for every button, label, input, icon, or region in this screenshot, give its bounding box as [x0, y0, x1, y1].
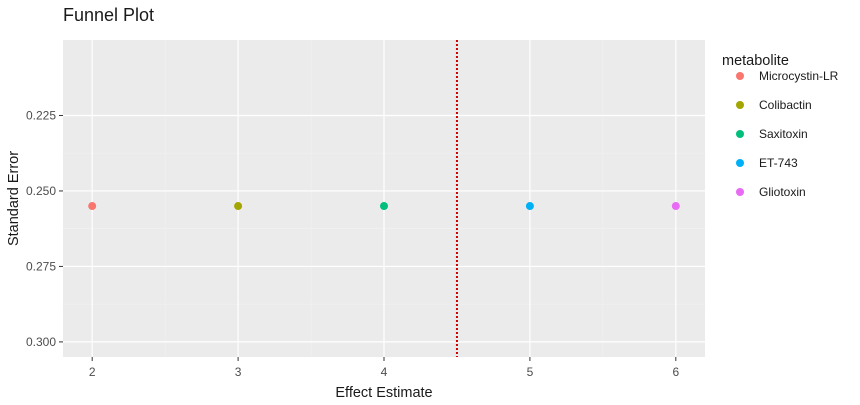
legend-items: Microcystin-LR Colibactin Saxitoxin ET-743 G…	[736, 69, 839, 199]
y-tick-label: 0.250	[26, 184, 56, 198]
legend-swatch	[736, 159, 744, 167]
data-point	[234, 202, 243, 211]
y-tick-label: 0.275	[26, 259, 56, 273]
data-point	[380, 202, 388, 211]
y-tick-label: 0.300	[26, 335, 56, 349]
legend-swatch	[736, 188, 744, 196]
legend-swatch	[736, 101, 744, 109]
x-tick-label: 6	[672, 365, 679, 379]
chart-title: Funnel Plot	[63, 5, 154, 25]
y-axis-title: Standard Error	[6, 151, 22, 246]
legend-item-label: Microcystin-LR	[759, 69, 839, 83]
legend-item-label: Saxitoxin	[759, 127, 808, 141]
x-tick-label: 3	[235, 365, 242, 379]
data-point	[88, 202, 97, 211]
x-axis-ticks: 2 3 4 5 6	[89, 357, 679, 379]
legend-swatch	[736, 72, 744, 80]
legend: metabolite Microcystin-LR Colibactin Saxit…	[722, 53, 839, 199]
data-points-layer	[88, 202, 680, 211]
data-point	[671, 202, 680, 211]
legend-item-label: Gliotoxin	[759, 185, 806, 199]
x-tick-label: 5	[527, 365, 534, 379]
data-point	[525, 202, 534, 211]
y-tick-label: 0.225	[26, 108, 56, 122]
legend-item-label: Colibactin	[759, 98, 812, 112]
y-axis-ticks: 0.225 0.250 0.275 0.300	[26, 108, 63, 349]
legend-title: metabolite	[722, 53, 789, 69]
legend-swatch	[736, 130, 744, 138]
legend-item-label: ET-743	[759, 156, 798, 170]
x-tick-label: 4	[381, 365, 388, 379]
x-axis-title: Effect Estimate	[335, 385, 432, 400]
x-tick-label: 2	[89, 365, 96, 379]
